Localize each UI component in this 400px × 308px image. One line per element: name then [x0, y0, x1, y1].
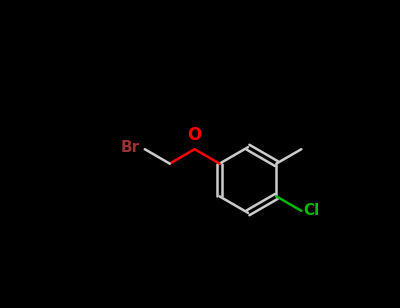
Text: Cl: Cl [303, 203, 320, 218]
Text: O: O [188, 126, 202, 144]
Text: Br: Br [121, 140, 140, 155]
